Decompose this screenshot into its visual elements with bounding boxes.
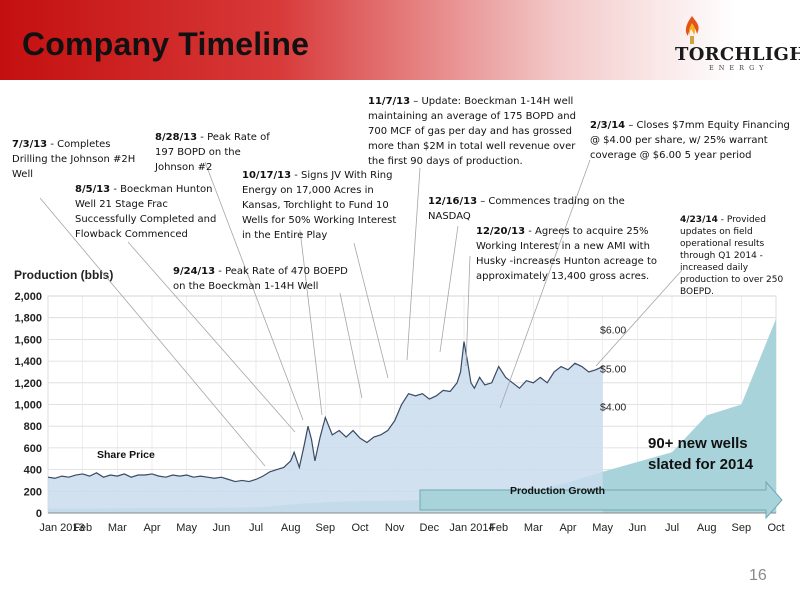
share-price-line [47, 341, 603, 483]
leader-line [406, 167, 421, 361]
y-tick-label: 1,200 [14, 378, 42, 390]
annotation-4-23-14: 4/23/14 - Provided updates on field oper… [680, 215, 784, 297]
annotation-8-5-13: 8/5/13 - Boeckman Hunton Well 21 Stage F… [75, 184, 217, 240]
x-tick-label: Sep [732, 522, 752, 534]
x-tick-label: Jul [665, 522, 679, 534]
y-tick-label: 200 [24, 486, 42, 498]
x-tick-label: Apr [143, 522, 160, 534]
y-tick-label: 400 [24, 465, 42, 477]
y-tick-label: 1,400 [14, 356, 42, 368]
x-tick-label: Oct [351, 522, 368, 534]
x-tick-label: Apr [559, 522, 576, 534]
x-tick-label: Jan 2014 [449, 522, 494, 534]
x-tick-label: Feb [489, 522, 508, 534]
leader-line [339, 292, 363, 399]
logo-subtitle: ENERGY [709, 64, 769, 72]
x-tick-label: Mar [108, 522, 127, 534]
new-wells-label: 90+ new wells [648, 435, 748, 452]
logo-name: TORCHLIGHT [675, 44, 800, 65]
x-tick-label: Oct [767, 522, 784, 534]
annotation-11-7-13: 11/7/13 – Update: Boeckman 1-14H well ma… [368, 96, 576, 167]
title-banner [0, 0, 800, 80]
share-price-label: Share Price [97, 449, 155, 461]
leader-line [499, 159, 591, 409]
x-tick-label: Aug [281, 522, 301, 534]
leader-line [299, 229, 323, 416]
page-title: Company Timeline [22, 26, 310, 62]
x-tick-label: Dec [420, 522, 440, 534]
torch-flame-icon [685, 16, 699, 44]
x-tick-label: Sep [316, 522, 336, 534]
annotation-9-24-13: 9/24/13 - Peak Rate of 470 BOEPD on the … [173, 266, 348, 292]
production-growth-arrow [419, 480, 783, 520]
new-wells-label-line2: slated for 2014 [648, 456, 754, 473]
leader-line [439, 225, 459, 353]
x-tick-label: Nov [385, 522, 405, 534]
x-tick-label: Jul [249, 522, 263, 534]
y-tick-label: 2,000 [14, 291, 42, 303]
page-number: 16 [749, 567, 767, 584]
x-tick-label: Aug [697, 522, 717, 534]
price-tick-label: $5.00 [600, 364, 626, 376]
y-tick-label: 1,000 [14, 400, 42, 412]
production-growth-label: Production Growth [510, 485, 605, 497]
y-tick-label: 1,800 [14, 313, 42, 325]
y-tick-label: 800 [24, 421, 42, 433]
annotation-7-3-13: 7/3/13 - Completes Drilling the Johnson … [12, 139, 136, 180]
annotation-8-28-13: 8/28/13 - Peak Rate of 197 BOPD on the J… [155, 132, 270, 173]
price-tick-label: $6.00 [600, 325, 626, 337]
x-tick-label: Mar [524, 522, 543, 534]
y-tick-label: 0 [36, 508, 42, 520]
x-tick-label: Jan 2013 [39, 522, 84, 534]
x-tick-label: May [176, 522, 197, 534]
leader-line [39, 197, 266, 467]
annotation-12-20-13: 12/20/13 - Agrees to acquire 25% Working… [476, 226, 658, 282]
y-tick-label: 600 [24, 443, 42, 455]
y-axis-label: Production (bbls) [14, 268, 113, 282]
leader-line [595, 269, 683, 367]
company-logo: TORCHLIGHT ENERGY [665, 10, 800, 74]
price-tick-label: $4.00 [600, 402, 626, 414]
share-price-area [48, 341, 603, 513]
x-tick-label: Jun [628, 522, 646, 534]
x-tick-label: Feb [73, 522, 92, 534]
annotation-12-16-13: 12/16/13 – Commences trading on the NASD… [428, 196, 625, 222]
x-tick-label: Jun [212, 522, 230, 534]
y-tick-label: 1,600 [14, 334, 42, 346]
leader-line [204, 161, 304, 421]
x-tick-label: May [592, 522, 613, 534]
leader-line [127, 241, 296, 433]
leader-line [465, 255, 471, 367]
leader-line [353, 242, 389, 379]
annotation-10-17-13: 10/17/13 - Signs JV With Ring Energy on … [242, 170, 397, 241]
annotation-2-3-14: 2/3/14 – Closes $7mm Equity Financing @ … [590, 120, 790, 161]
